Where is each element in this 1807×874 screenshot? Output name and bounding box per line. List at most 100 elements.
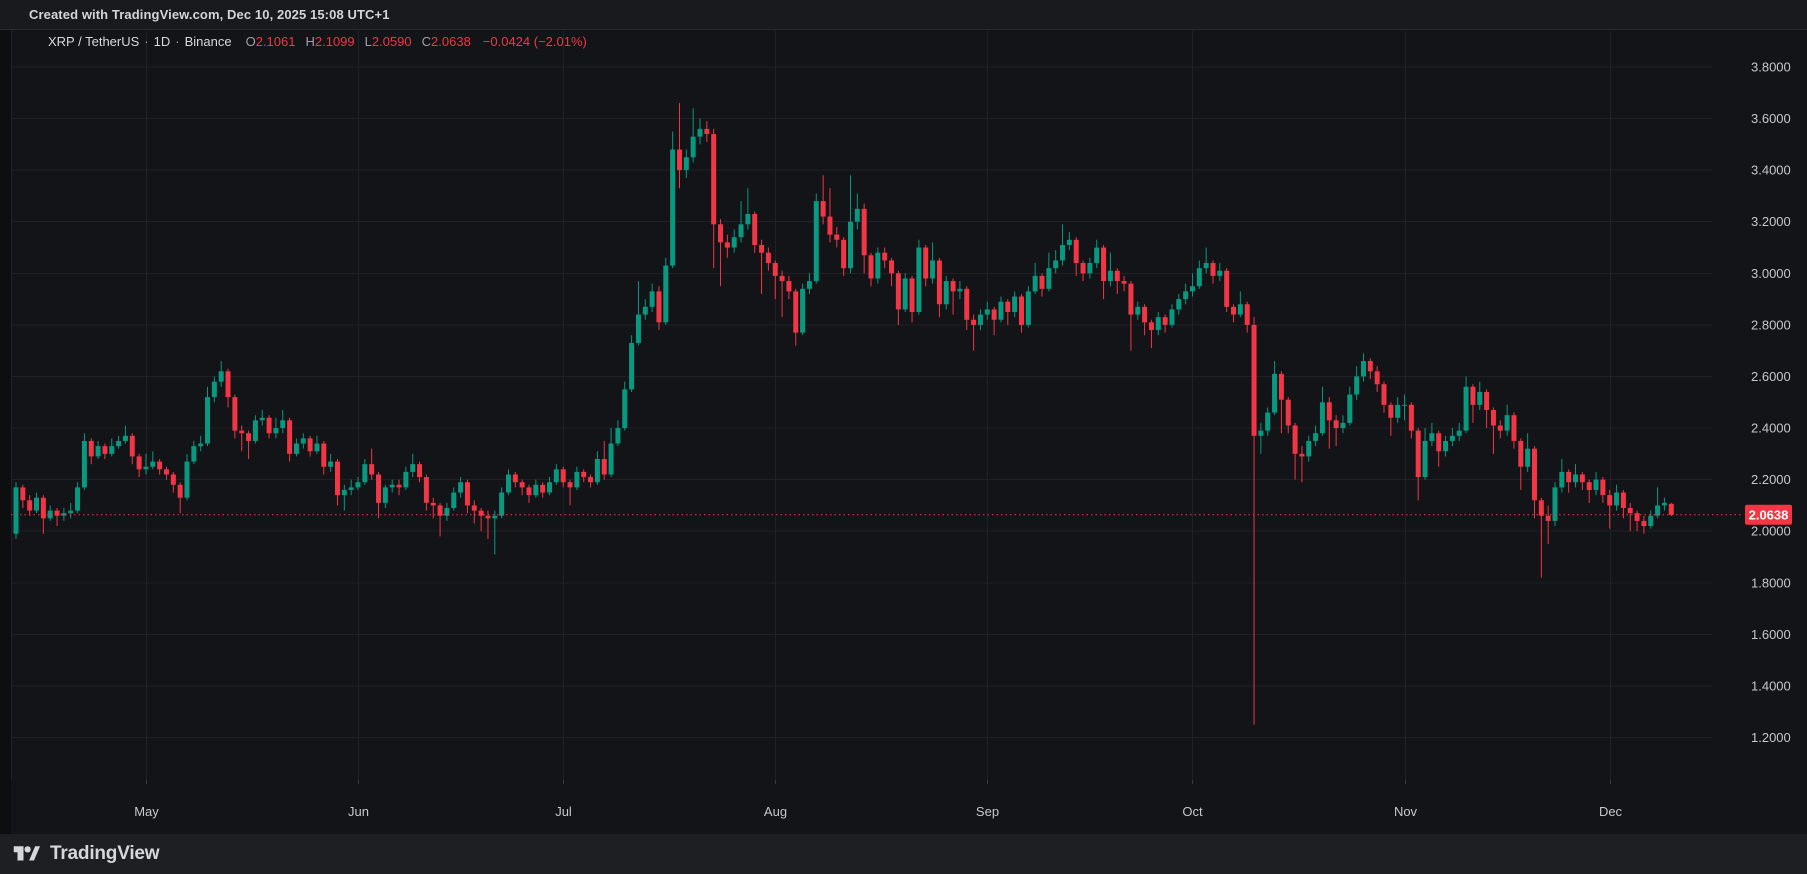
candle-body <box>205 397 211 444</box>
candle-body <box>1319 402 1325 434</box>
candle-body <box>68 510 74 514</box>
candle-body <box>574 471 580 488</box>
candle-body <box>1518 440 1524 467</box>
candle-body <box>1340 422 1346 429</box>
candle-body <box>1374 371 1380 385</box>
candle-body <box>943 281 949 305</box>
candle-body <box>1278 373 1284 400</box>
candle-body <box>608 443 614 475</box>
candle-body <box>13 487 19 534</box>
candle-body <box>321 443 327 467</box>
candle-body <box>1525 448 1531 467</box>
candle-body <box>1169 309 1175 325</box>
candle-body <box>1545 515 1551 521</box>
candle-body <box>102 446 108 454</box>
candle-body <box>1573 474 1579 483</box>
candle-body <box>444 508 450 516</box>
candle-body <box>293 443 299 454</box>
candle-body <box>232 397 238 431</box>
candle-body <box>116 440 122 447</box>
candle-body <box>1360 361 1366 377</box>
close-label: C <box>421 34 432 49</box>
candle-body <box>1593 479 1599 490</box>
candle-body <box>1005 301 1011 313</box>
low-value: 2.0590 <box>371 34 412 49</box>
candle-body <box>1196 268 1202 287</box>
time-axis-label: Dec <box>1599 804 1623 819</box>
candle-body <box>437 505 443 516</box>
candle-body <box>827 216 833 235</box>
candle-body <box>1162 317 1168 325</box>
candle-body <box>1333 420 1339 429</box>
candle-body <box>1121 281 1127 284</box>
header-bar: Created with TradingView.com, Dec 10, 20… <box>0 0 1807 30</box>
candle-body <box>752 214 758 245</box>
candle-body <box>1381 384 1387 405</box>
candle-body <box>1552 487 1558 521</box>
symbol-title[interactable]: XRP / TetherUS <box>48 34 140 49</box>
candle-body <box>594 459 600 483</box>
candle-body <box>1347 394 1353 423</box>
time-axis-label: Sep <box>976 804 999 819</box>
candle-body <box>1251 324 1257 436</box>
close-value: 2.0638 <box>431 34 471 49</box>
candlestick-chart-pane[interactable]: 3.8000 3.6000 3.4000 3.2000 3.0000 2.8000 2.60… <box>0 30 1807 834</box>
candle-body <box>198 443 204 447</box>
candle-body <box>430 502 436 506</box>
candle-body <box>225 371 231 398</box>
candle-body <box>998 301 1004 320</box>
price-axis-label: 1.8000 <box>1751 575 1791 590</box>
candle-body <box>280 420 286 429</box>
candle-body <box>1559 471 1565 488</box>
open-value: 2.1061 <box>255 34 296 49</box>
candle-body <box>259 417 265 421</box>
candle-body <box>1614 492 1620 506</box>
candle-body <box>635 314 641 343</box>
candle-body <box>451 492 457 509</box>
candle-body <box>1326 402 1332 421</box>
candle-body <box>300 438 306 444</box>
candle-body <box>1484 391 1490 411</box>
candle-body <box>806 281 812 289</box>
candle-body <box>950 281 956 292</box>
candle-body <box>868 255 874 279</box>
candle-body <box>984 309 990 315</box>
time-axis-label: Jul <box>555 804 572 819</box>
candle-body <box>1155 317 1161 331</box>
candle-body <box>95 446 101 457</box>
candle-body <box>724 242 730 248</box>
price-axis-label: 2.2000 <box>1751 472 1791 487</box>
candle-body <box>246 433 252 441</box>
candle-body <box>348 487 354 490</box>
candle-body <box>163 469 169 475</box>
candle-body <box>328 461 334 467</box>
change-value: −0.0424 (−2.01%) <box>482 34 587 49</box>
candle-body <box>601 459 607 475</box>
candle-body <box>861 208 867 256</box>
candle-body <box>20 487 26 501</box>
high-value: 2.1099 <box>314 34 355 49</box>
candle-body <box>376 474 382 503</box>
tradingview-brand-text: TradingView <box>50 843 160 864</box>
price-axis-label: 1.4000 <box>1751 678 1791 693</box>
candle-body <box>1449 435 1455 441</box>
candle-body <box>820 201 826 217</box>
candle-body <box>841 239 847 269</box>
candle-body <box>458 482 464 493</box>
candle-body <box>567 482 573 488</box>
tradingview-logo-link[interactable]: TradingView <box>13 843 160 866</box>
candle-body <box>800 288 806 333</box>
candle-body <box>1586 482 1592 490</box>
candle-body <box>47 510 53 519</box>
candle-body <box>683 157 689 171</box>
candle-body <box>314 443 320 452</box>
candle-body <box>1032 275 1038 292</box>
candle-body <box>157 461 163 470</box>
candle-body <box>1039 275 1045 289</box>
candle-body <box>779 275 785 282</box>
interval-label[interactable]: 1D <box>153 34 171 49</box>
candle-body <box>1408 404 1414 431</box>
ohlc-values: O2.1061 H2.1099 L2.0590 C2.0638 −0.0424 (−2.… <box>246 34 587 49</box>
candle-body <box>1272 373 1278 413</box>
